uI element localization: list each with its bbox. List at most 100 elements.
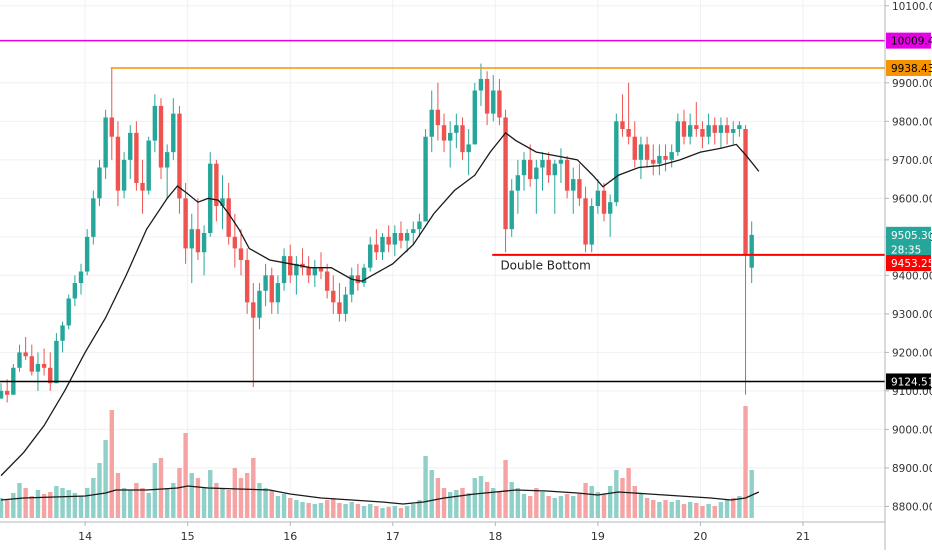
- volume-bar: [534, 488, 539, 518]
- candle-body: [675, 121, 681, 153]
- candle-body: [257, 290, 262, 318]
- volume-bar: [91, 478, 96, 518]
- volume-bar: [718, 502, 724, 518]
- volume-bar: [244, 473, 250, 518]
- candle: [281, 248, 287, 291]
- volume-bar: [195, 478, 201, 518]
- candle-body: [349, 275, 354, 295]
- volume-bar: [478, 476, 484, 518]
- volume-bar: [509, 482, 514, 518]
- candle: [589, 198, 594, 253]
- volume-bar: [614, 470, 619, 518]
- candle: [244, 248, 250, 314]
- volume-bar: [417, 500, 422, 518]
- candle-body: [644, 144, 650, 160]
- volume-bar: [4, 500, 10, 518]
- volume-moving-average: [0, 485, 760, 505]
- volume-bar: [201, 488, 207, 518]
- volume-bar: [472, 478, 478, 518]
- candle: [35, 352, 41, 391]
- price-tag-black: 9124.51: [886, 373, 932, 390]
- candle: [306, 256, 311, 284]
- candle-body: [737, 125, 742, 130]
- candle-body: [558, 159, 564, 164]
- candle: [454, 113, 459, 149]
- candle: [23, 336, 28, 361]
- volume-bar: [669, 502, 674, 518]
- volume-bar: [607, 486, 613, 518]
- candle: [435, 82, 441, 141]
- candle: [54, 333, 59, 384]
- candle: [251, 283, 256, 388]
- candle-body: [244, 259, 250, 303]
- candle-body: [146, 140, 151, 191]
- candle-body: [220, 198, 225, 207]
- volume-bar: [386, 507, 391, 518]
- volume-bar: [552, 498, 557, 518]
- volume-bar: [681, 504, 687, 518]
- candle-body: [632, 136, 637, 160]
- candle-body: [288, 256, 293, 276]
- candle-body: [109, 117, 114, 137]
- volume-bar: [601, 494, 607, 518]
- candle-body: [60, 325, 65, 341]
- volume-bar: [491, 488, 496, 518]
- price-tag-bg: [886, 241, 931, 258]
- volume-bar: [577, 494, 582, 518]
- candle: [632, 121, 637, 168]
- volume-bar: [657, 502, 662, 518]
- x-tick-label: 18: [488, 530, 502, 543]
- volume-bar: [620, 478, 625, 518]
- candle-body: [534, 167, 539, 180]
- y-tick-label: 9200.00: [892, 347, 932, 359]
- candle-body: [306, 267, 311, 276]
- candle: [447, 121, 453, 168]
- candle: [509, 179, 514, 237]
- volume-bar: [183, 433, 188, 518]
- volume-bar: [497, 492, 502, 518]
- candle-body: [515, 175, 521, 191]
- volume-bar: [103, 440, 108, 518]
- volume-bar: [583, 483, 588, 518]
- price-tag-label: 10009.48: [891, 36, 932, 48]
- candle: [4, 379, 10, 403]
- candle: [694, 102, 699, 137]
- candle: [638, 136, 644, 180]
- candle-body: [595, 190, 601, 207]
- y-tick-label: 9900.00: [892, 78, 932, 90]
- candle: [312, 259, 318, 287]
- volume-bar: [146, 493, 151, 518]
- volume-bar: [128, 490, 133, 518]
- volume-bar: [208, 470, 213, 518]
- candle-body: [140, 182, 145, 191]
- candle-body: [417, 221, 422, 230]
- candle-body: [435, 109, 441, 126]
- candle-body: [312, 267, 318, 276]
- candle-body: [103, 117, 108, 168]
- candle: [115, 121, 121, 207]
- volume-bar: [638, 494, 644, 518]
- volume-bar: [66, 490, 71, 518]
- price-tag-orange: 9938.43: [886, 60, 932, 77]
- candle-body: [577, 179, 582, 199]
- candle: [386, 225, 391, 253]
- candle: [380, 233, 385, 260]
- candle: [29, 344, 34, 376]
- candle-body: [17, 352, 22, 368]
- candle-body: [368, 244, 373, 268]
- candle-body: [497, 90, 502, 118]
- candle: [417, 213, 422, 237]
- candle-body: [121, 159, 127, 191]
- candle-body: [4, 390, 10, 395]
- volume-bar: [392, 506, 398, 518]
- volume-bar: [41, 494, 47, 518]
- volume-bar: [158, 458, 164, 518]
- candle-body: [171, 113, 176, 153]
- volume-bar: [109, 410, 114, 518]
- candle: [466, 129, 471, 176]
- volume-bar: [484, 482, 490, 518]
- candle-body: [355, 275, 361, 284]
- candle: [398, 221, 404, 249]
- x-tick-label: 15: [181, 530, 195, 543]
- candle-body: [115, 136, 121, 191]
